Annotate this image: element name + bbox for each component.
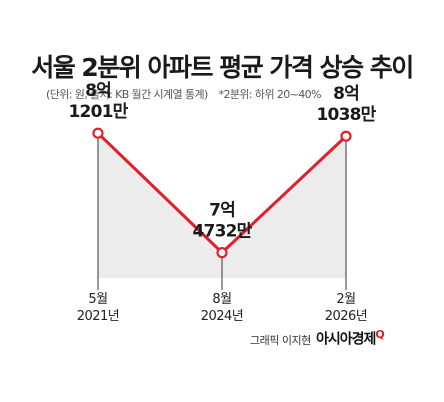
data-point-2 (340, 130, 352, 142)
data-label-top-1: 7억 (209, 201, 235, 221)
data-point-1 (216, 247, 228, 259)
chart-subtitle: (단위: 원, 출처: KB 월간 시계열 통계) *2분위: 하위 20~40… (46, 86, 329, 102)
range-note: *2분위: 하위 20~40% (218, 88, 322, 101)
data-label-top-0: 8억 (85, 81, 111, 101)
x-tick-month-0: 5월 (88, 292, 107, 307)
graphic-credit: 그래픽 이지현 (250, 334, 311, 347)
chart-title: 서울 2분위 아파트 평균 가격 상승 추이 (31, 53, 414, 82)
x-tick-month-1: 8월 (212, 292, 231, 307)
brand-mark-icon: Q (375, 328, 384, 341)
source-note: (단위: 원, 출처: KB 월간 시계열 통계) (46, 88, 208, 101)
x-tick-month-2: 2월 (336, 292, 355, 307)
data-point-0 (92, 127, 104, 139)
data-label-bottom-2: 1038만 (317, 105, 377, 125)
brand-name: 아시아경제 (316, 331, 376, 348)
data-label-bottom-0: 1201만 (69, 102, 129, 122)
area-fill (98, 133, 346, 278)
x-tick-year-1: 2024년 (201, 309, 244, 324)
x-tick-year-0: 2021년 (77, 309, 120, 324)
data-label-bottom-1: 4732만 (193, 222, 253, 242)
x-tick-year-2: 2026년 (325, 309, 368, 324)
data-label-top-2: 8억 (333, 84, 359, 104)
brand-logo: 아시아경제Q (316, 328, 385, 349)
